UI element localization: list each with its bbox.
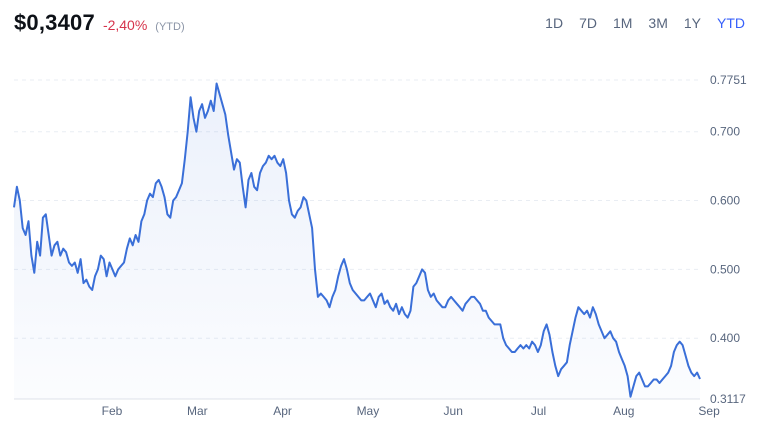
y-tick-label: 0.600: [710, 194, 740, 208]
price-series-line: [13, 82, 701, 398]
y-tick-label: 0.500: [710, 262, 740, 276]
current-price: $0,3407: [14, 10, 95, 35]
tab-7d[interactable]: 7D: [579, 15, 597, 31]
x-tick-label: Jun: [444, 404, 463, 418]
x-axis-labels: Feb Mar Apr May Jun Jul Aug Sep: [102, 404, 720, 418]
timeframe-tabs: 1D 7D 1M 3M 1Y YTD: [537, 15, 753, 31]
y-tick-label: 0.3117: [710, 392, 746, 406]
tab-1y[interactable]: 1Y: [683, 15, 701, 31]
price-change-percent: -2,40%: [102, 17, 148, 33]
y-axis-labels: 0.7751 0.700 0.600 0.500 0.400 0.3117: [710, 73, 747, 406]
price-header: $0,3407 -2,40% (YTD): [14, 10, 185, 40]
tab-1d[interactable]: 1D: [545, 15, 564, 31]
chart-area-layer: [13, 82, 701, 399]
price-area-fill: [14, 83, 700, 399]
x-tick-label: Apr: [273, 404, 292, 418]
y-tick-label: 0.7751: [710, 73, 747, 87]
tab-ytd[interactable]: YTD: [717, 15, 745, 31]
y-tick-label: 0.400: [710, 331, 740, 345]
tab-1m[interactable]: 1M: [612, 15, 633, 31]
x-tick-label: Feb: [102, 404, 123, 418]
y-tick-label: 0.700: [710, 125, 740, 139]
x-tick-label: May: [357, 404, 380, 418]
x-tick-label: Mar: [187, 404, 208, 418]
tab-3m[interactable]: 3M: [648, 15, 668, 31]
x-tick-label: Jul: [531, 404, 546, 418]
x-tick-label: Sep: [698, 404, 720, 418]
x-tick-label: Aug: [613, 404, 634, 418]
period-label: (YTD): [155, 21, 185, 33]
